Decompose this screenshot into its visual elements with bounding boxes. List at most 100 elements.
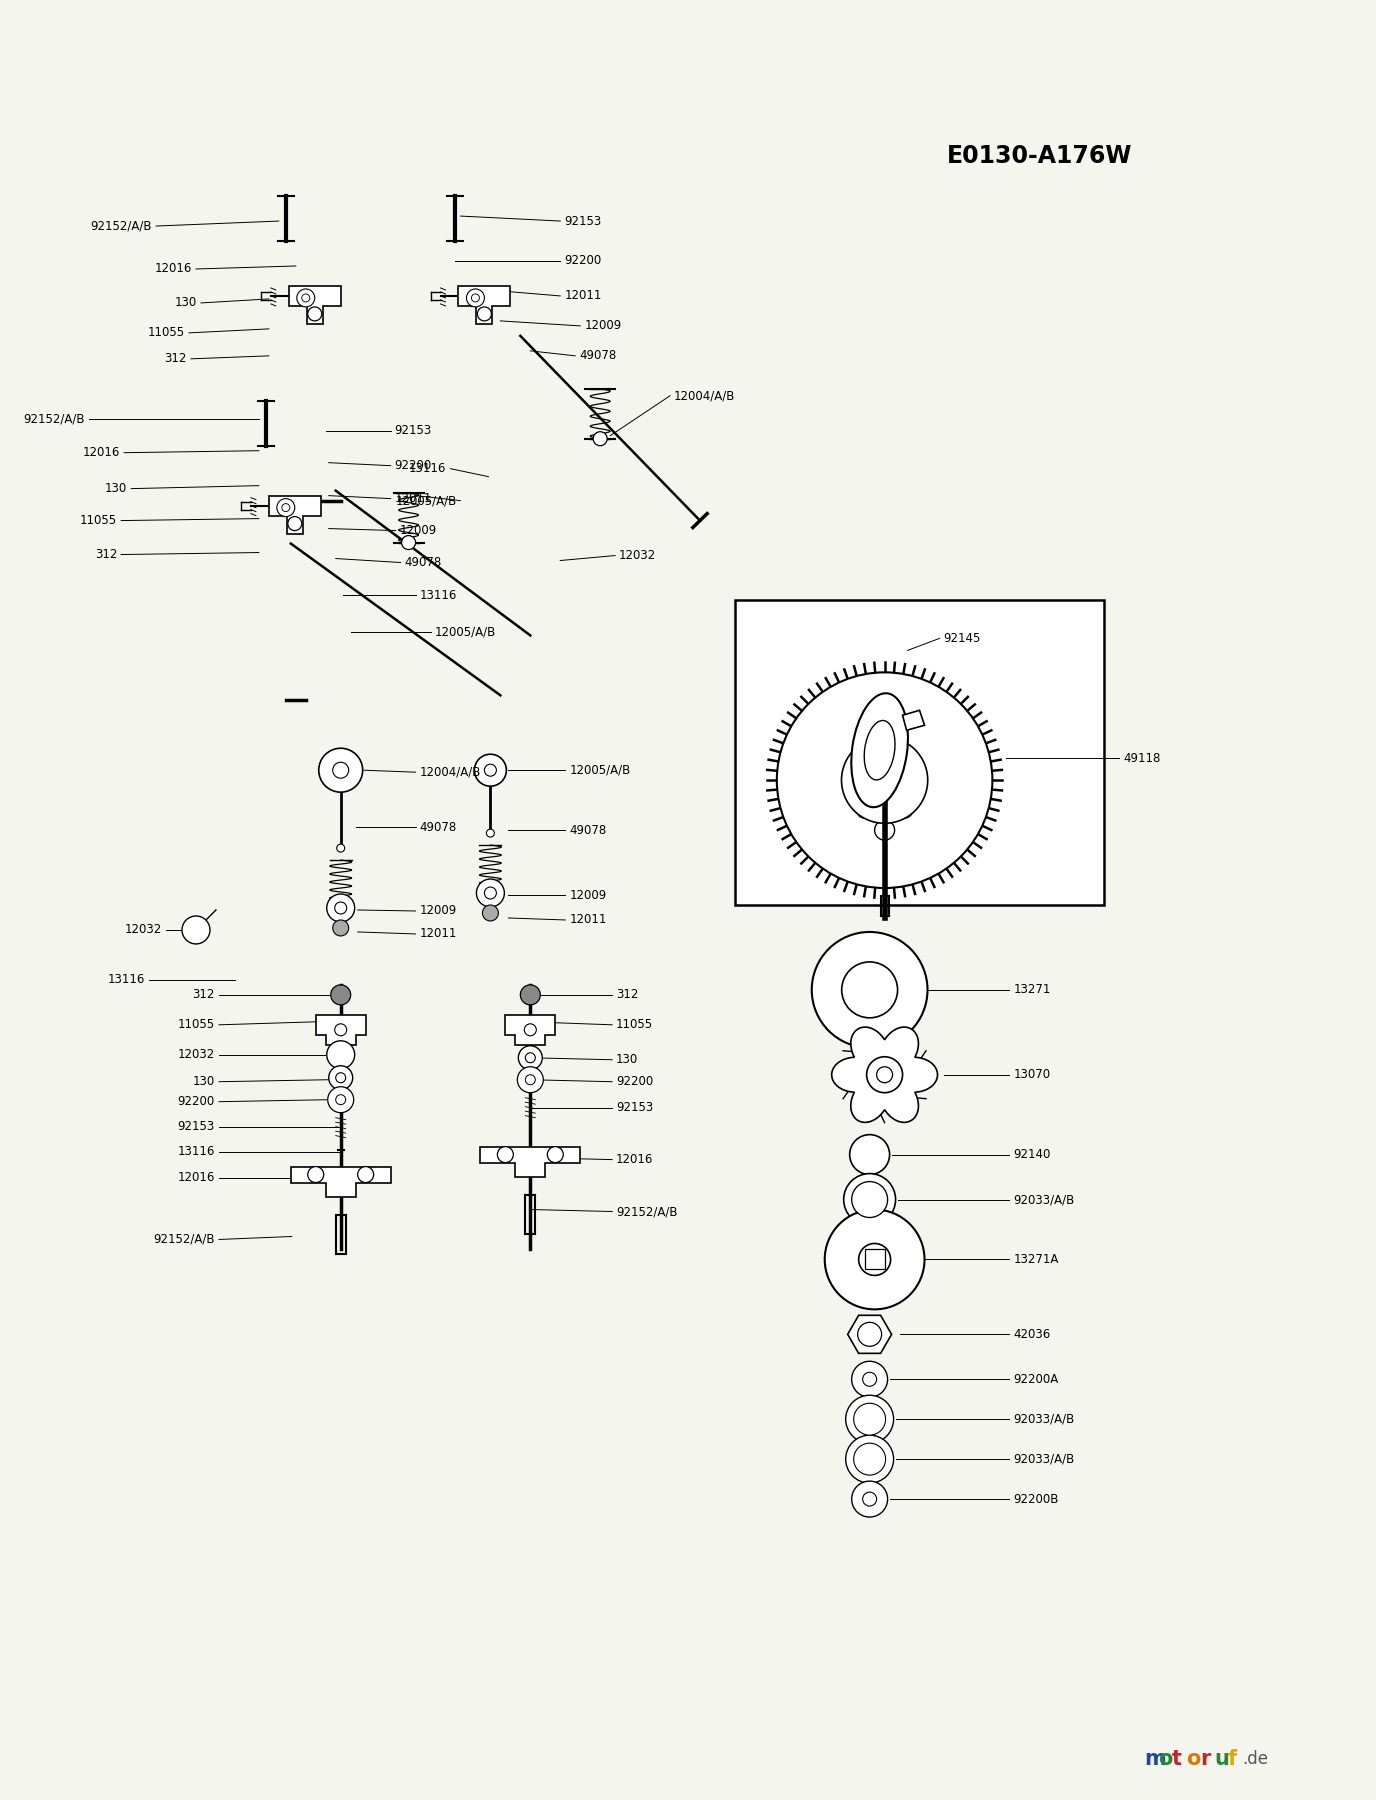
Circle shape <box>519 1046 542 1069</box>
Text: 92200: 92200 <box>395 459 432 472</box>
Circle shape <box>853 1444 886 1476</box>
Text: 13116: 13116 <box>420 589 457 601</box>
Polygon shape <box>458 286 510 324</box>
Text: 49078: 49078 <box>579 349 616 362</box>
Circle shape <box>330 985 351 1004</box>
Text: 312: 312 <box>95 547 117 562</box>
Text: 12016: 12016 <box>83 446 120 459</box>
Text: 12009: 12009 <box>399 524 436 536</box>
Text: 12005/A/B: 12005/A/B <box>435 626 495 639</box>
Circle shape <box>853 1404 886 1435</box>
Polygon shape <box>289 286 341 324</box>
Polygon shape <box>903 711 925 731</box>
Circle shape <box>182 916 211 943</box>
Text: 92152/A/B: 92152/A/B <box>616 1204 677 1219</box>
Circle shape <box>333 920 348 936</box>
Circle shape <box>477 308 491 320</box>
Polygon shape <box>290 1166 391 1197</box>
Text: 12016: 12016 <box>154 263 193 275</box>
Polygon shape <box>505 1015 556 1044</box>
Circle shape <box>402 536 416 549</box>
Text: 92152/A/B: 92152/A/B <box>154 1233 215 1246</box>
Text: 92033/A/B: 92033/A/B <box>1013 1453 1075 1465</box>
Text: 130: 130 <box>175 297 197 310</box>
Circle shape <box>301 293 310 302</box>
Circle shape <box>859 1244 890 1276</box>
Text: 312: 312 <box>616 988 638 1001</box>
Circle shape <box>334 1024 347 1035</box>
Text: 12005/A/B: 12005/A/B <box>570 763 630 778</box>
Circle shape <box>326 1040 355 1069</box>
Text: 312: 312 <box>165 353 187 365</box>
Text: 130: 130 <box>105 482 127 495</box>
Circle shape <box>329 1066 352 1089</box>
Text: 12004/A/B: 12004/A/B <box>420 765 482 779</box>
Text: 12016: 12016 <box>178 1172 215 1184</box>
Circle shape <box>476 878 505 907</box>
Text: m: m <box>1143 1748 1165 1769</box>
Circle shape <box>475 754 506 787</box>
Circle shape <box>526 1075 535 1085</box>
Polygon shape <box>480 1147 581 1177</box>
Text: 92200A: 92200A <box>1013 1373 1058 1386</box>
Circle shape <box>327 1087 354 1112</box>
Polygon shape <box>848 1316 892 1354</box>
Text: 12016: 12016 <box>616 1154 654 1166</box>
Text: 12009: 12009 <box>570 889 607 902</box>
Text: 49118: 49118 <box>1123 752 1160 765</box>
Circle shape <box>288 517 301 531</box>
Text: 13271: 13271 <box>1013 983 1051 997</box>
Text: 92033/A/B: 92033/A/B <box>1013 1193 1075 1206</box>
Text: o: o <box>1159 1748 1172 1769</box>
Bar <box>864 1249 885 1269</box>
Text: 12005/A/B: 12005/A/B <box>395 495 457 508</box>
Circle shape <box>857 1323 882 1346</box>
Text: 92200B: 92200B <box>1013 1492 1058 1505</box>
Circle shape <box>497 1147 513 1163</box>
Text: 13116: 13116 <box>409 463 446 475</box>
Text: 49078: 49078 <box>405 556 442 569</box>
Circle shape <box>337 844 345 851</box>
Circle shape <box>877 1067 893 1084</box>
Circle shape <box>849 1134 890 1175</box>
Text: 13271A: 13271A <box>1013 1253 1058 1265</box>
Circle shape <box>812 932 927 1048</box>
Polygon shape <box>831 1028 937 1123</box>
Text: 12011: 12011 <box>564 290 601 302</box>
Text: 13116: 13116 <box>178 1145 215 1157</box>
Circle shape <box>358 1166 374 1183</box>
Text: 12032: 12032 <box>178 1048 215 1062</box>
Circle shape <box>282 504 290 511</box>
Text: 92153: 92153 <box>395 425 432 437</box>
Text: 13116: 13116 <box>107 974 144 986</box>
Circle shape <box>852 1361 888 1397</box>
Text: 92200: 92200 <box>564 254 601 268</box>
Text: 92200: 92200 <box>616 1075 654 1089</box>
Circle shape <box>846 1435 893 1483</box>
Text: u: u <box>1214 1748 1229 1769</box>
Circle shape <box>326 895 355 922</box>
Circle shape <box>867 1057 903 1093</box>
Text: 12009: 12009 <box>420 904 457 918</box>
Circle shape <box>484 765 497 776</box>
Circle shape <box>777 673 992 887</box>
Circle shape <box>319 749 363 792</box>
Text: 92153: 92153 <box>616 1102 654 1114</box>
Circle shape <box>548 1147 563 1163</box>
Text: 11055: 11055 <box>178 1019 215 1031</box>
Circle shape <box>824 1210 925 1309</box>
Text: 12032: 12032 <box>125 923 162 936</box>
Text: 92153: 92153 <box>564 214 601 227</box>
Circle shape <box>520 985 541 1004</box>
Text: 92033/A/B: 92033/A/B <box>1013 1413 1075 1426</box>
Text: 12011: 12011 <box>395 491 432 506</box>
Circle shape <box>472 293 479 302</box>
Text: 49078: 49078 <box>570 824 607 837</box>
Circle shape <box>842 736 927 823</box>
Text: .de: .de <box>1243 1750 1267 1768</box>
Circle shape <box>483 905 498 922</box>
Polygon shape <box>268 495 321 533</box>
Circle shape <box>852 1481 888 1517</box>
Ellipse shape <box>852 693 908 806</box>
Text: 130: 130 <box>616 1053 638 1066</box>
